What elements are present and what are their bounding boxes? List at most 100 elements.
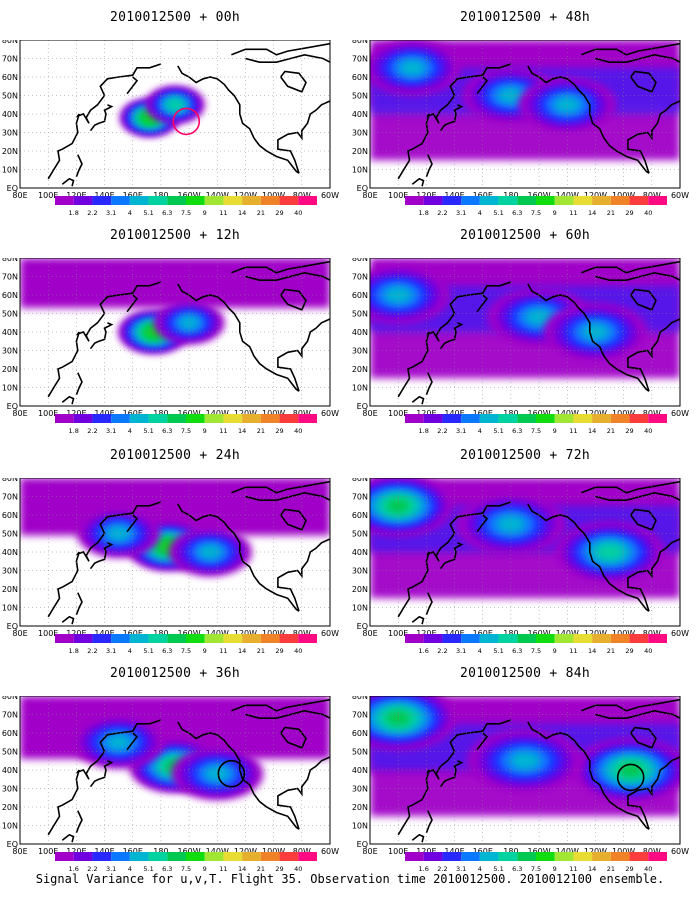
colorbar-swatch [610, 634, 630, 643]
coastline [280, 288, 307, 311]
lat-tick-label: 80N [352, 478, 368, 483]
coastline [177, 283, 300, 392]
lon-tick-label: 120W [584, 629, 607, 638]
coastline [47, 281, 162, 398]
colorbar: 1.6 2.2 3.1 4 5.1 6.3 7.5 9 11 14 21 29 40 [55, 852, 317, 873]
colorbar-swatch [461, 852, 480, 861]
coastline [277, 538, 330, 612]
map-panel: EQ 10N 20N 30N 40N 50N 60N 70N 80N 80E 100E 120E 140… [2, 696, 339, 856]
colorbar-swatch [204, 634, 224, 643]
coastline [177, 721, 300, 830]
colorbar-swatch [461, 196, 480, 205]
colorbar-label: 4 [128, 209, 132, 217]
coastline [630, 508, 657, 531]
lon-tick-label: 80E [12, 847, 27, 856]
map-panel: EQ 10N 20N 30N 40N 50N 60N 70N 80N 80E 100E 120E 140… [352, 696, 689, 856]
colorbar-label: 14 [238, 209, 246, 217]
colorbar-label: 6.3 [162, 209, 172, 217]
colorbar-swatch [186, 852, 205, 861]
coastline [630, 70, 657, 93]
colorbar-swatch [648, 634, 667, 643]
field-contour [386, 498, 410, 513]
lat-tick-label: EQ [7, 622, 18, 631]
lon-tick-label: 140E [94, 629, 114, 638]
colorbar-swatch [554, 414, 574, 423]
colorbar-label: 14 [588, 209, 596, 217]
colorbar-swatch [423, 852, 443, 861]
colorbar-swatch [554, 852, 574, 861]
colorbar-swatch [186, 414, 205, 423]
lon-tick-label: 120E [66, 409, 86, 418]
colorbar-swatch [298, 414, 317, 423]
coastline [126, 732, 139, 751]
colorbar-swatch [73, 852, 93, 861]
colorbar-swatch [536, 196, 555, 205]
lat-tick-label: 30N [352, 129, 368, 138]
colorbar: 1.8 2.2 3.1 4 5.1 6.3 7.5 9 11 14 21 29 40 [405, 196, 667, 217]
colorbar-label: 29 [625, 427, 633, 435]
lat-tick-label: 70N [352, 55, 368, 64]
colorbar-label: 2.2 [437, 209, 447, 217]
map-panel: EQ 10N 20N 30N 40N 50N 60N 70N 80N 80E 100E 120E 140… [2, 258, 339, 418]
lon-tick-label: 160W [177, 847, 200, 856]
lat-tick-label: 30N [2, 347, 18, 356]
colorbar-label: 40 [644, 209, 652, 217]
lon-tick-label: 100E [388, 847, 408, 856]
colorbar-label: 5.1 [493, 647, 503, 655]
lat-tick-label: EQ [7, 840, 18, 849]
colorbar-label: 1.8 [69, 427, 79, 435]
colorbar-swatch [629, 852, 649, 861]
colorbar-swatch [423, 634, 443, 643]
lon-tick-label: 160W [177, 191, 200, 200]
lat-tick-label: 10N [352, 822, 368, 831]
colorbar-label: 4 [478, 647, 482, 655]
coastline [627, 100, 680, 174]
field-contour [107, 526, 131, 541]
lon-tick-label: 60W [321, 847, 339, 856]
lon-tick-label: 160E [123, 847, 143, 856]
colorbar-label: 3.1 [456, 647, 466, 655]
colorbar: 1.8 2.2 3.1 4 5.1 6.3 7.5 9 11 14 21 29 40 [55, 634, 317, 655]
panel-title: 2010012500 + 36h [109, 666, 241, 681]
colorbar-label: 29 [275, 427, 283, 435]
colorbar-label: 21 [257, 865, 265, 873]
colorbar-swatch [204, 852, 224, 861]
coastline [527, 503, 650, 612]
lon-tick-label: 140E [444, 629, 464, 638]
lat-tick-label: 80N [352, 40, 368, 45]
colorbar-label: 5.1 [143, 427, 153, 435]
lon-tick-label: 80W [293, 409, 311, 418]
coastline [231, 698, 330, 712]
colorbar-label: 3.1 [106, 427, 116, 435]
coastline [595, 53, 680, 63]
lon-tick-label: 100E [38, 629, 58, 638]
lat-tick-label: 70N [2, 493, 18, 502]
colorbar-label: 2.2 [437, 865, 447, 873]
lat-tick-label: 40N [352, 766, 368, 775]
colorbar-swatch [298, 196, 317, 205]
lat-tick-label: 30N [352, 785, 368, 794]
colorbar-swatch [260, 852, 280, 861]
coastline [411, 615, 425, 625]
lon-tick-label: 80W [643, 629, 661, 638]
lon-tick-label: 100W [612, 847, 635, 856]
colorbar-label: 2.2 [87, 647, 97, 655]
colorbar-label: 5.1 [493, 209, 503, 217]
coastline [231, 480, 330, 494]
coastline [245, 53, 330, 63]
lat-tick-label: 40N [2, 110, 18, 119]
lon-tick-label: 160E [123, 629, 143, 638]
colorbar-label: 29 [275, 209, 283, 217]
lon-tick-label: 60W [671, 191, 689, 200]
lat-tick-label: 40N [2, 766, 18, 775]
coastline [397, 719, 512, 836]
lat-tick-label: 60N [2, 291, 18, 300]
field-contour [166, 99, 184, 111]
lon-tick-label: 80E [362, 629, 377, 638]
lat-tick-label: 60N [2, 729, 18, 738]
colorbar-swatch [279, 414, 299, 423]
colorbar-swatch [442, 852, 462, 861]
colorbar-label: 14 [238, 865, 246, 873]
colorbar-swatch [223, 634, 243, 643]
colorbar-label: 4 [128, 865, 132, 873]
